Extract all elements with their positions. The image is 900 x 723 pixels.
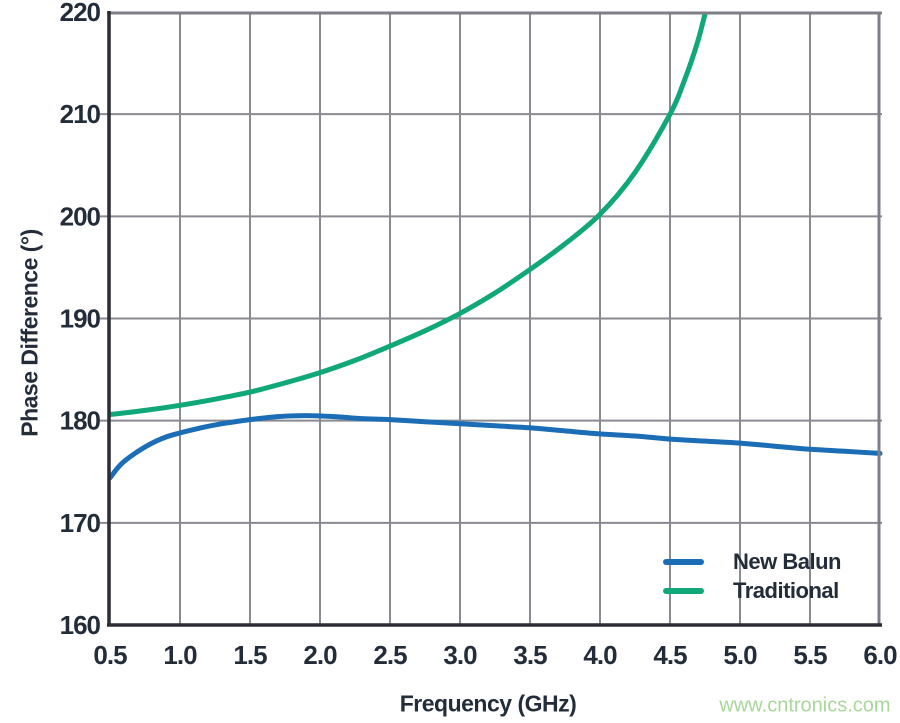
x-tick-label: 3.5 bbox=[513, 640, 547, 670]
legend-label-traditional: Traditional bbox=[733, 577, 839, 603]
legend: New Balun Traditional bbox=[663, 548, 841, 603]
y-tick-label: 190 bbox=[60, 304, 101, 334]
x-tick-label: 6.0 bbox=[863, 640, 897, 670]
x-tick-label: 2.0 bbox=[303, 640, 337, 670]
watermark-text: www.cntronics.com bbox=[719, 694, 891, 717]
x-tick-label: 4.0 bbox=[583, 640, 617, 670]
x-axis-title: Frequency (GHz) bbox=[399, 690, 577, 717]
x-tick-label: 4.5 bbox=[653, 640, 687, 670]
traditional-line-swatch bbox=[663, 587, 704, 594]
y-tick-label: 160 bbox=[60, 610, 101, 640]
x-tick-label: 0.5 bbox=[93, 640, 127, 670]
y-tick-label: 200 bbox=[60, 201, 101, 231]
y-tick-label: 210 bbox=[60, 99, 101, 129]
x-tick-label: 5.5 bbox=[793, 640, 827, 670]
y-tick-label: 180 bbox=[60, 406, 101, 436]
x-tick-label: 1.0 bbox=[163, 640, 197, 670]
series-line-traditional bbox=[107, 12, 709, 417]
legend-item-traditional: Traditional bbox=[663, 577, 841, 603]
new-balun-line-swatch bbox=[663, 558, 704, 565]
legend-label-new-balun: New Balun bbox=[733, 548, 841, 574]
x-tick-label: 3.0 bbox=[443, 640, 477, 670]
y-tick-label: 220 bbox=[60, 0, 101, 27]
legend-item-new-balun: New Balun bbox=[663, 548, 841, 574]
series-line-new-balun bbox=[107, 413, 883, 481]
x-tick-label: 1.5 bbox=[233, 640, 267, 670]
y-tick-label: 170 bbox=[60, 508, 101, 538]
x-tick-label: 5.0 bbox=[723, 640, 757, 670]
y-axis-title: Phase Difference (°) bbox=[16, 229, 43, 437]
x-tick-label: 2.5 bbox=[373, 640, 407, 670]
